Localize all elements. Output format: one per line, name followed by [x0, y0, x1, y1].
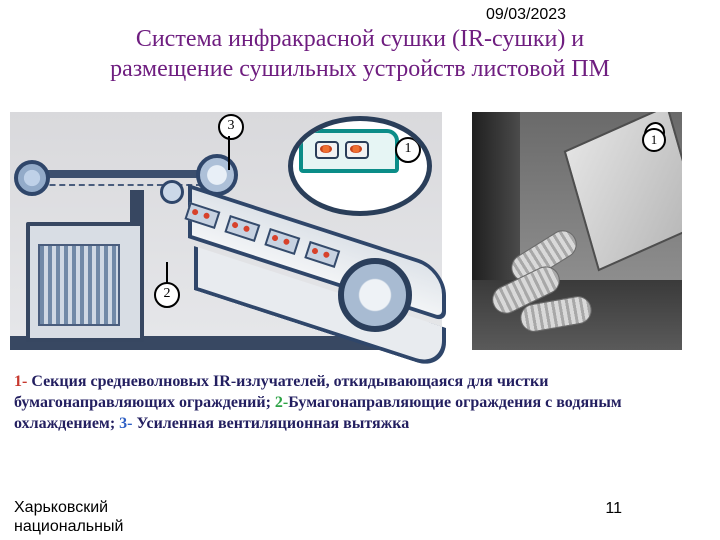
- label-3: 3: [218, 114, 244, 140]
- page-number: 11: [605, 500, 622, 518]
- footer-line-2: национальный: [14, 518, 123, 535]
- figure-caption: 1- Секция средневолновых IR-излучателей,…: [14, 372, 706, 434]
- callout-label-1: 1: [395, 137, 421, 163]
- footer-organization: Харьковский национальный: [14, 499, 214, 536]
- label-2: 2: [154, 282, 180, 308]
- caption-marker-3: 3-: [119, 415, 132, 432]
- leader-3: [228, 136, 230, 170]
- flex-ducts: [490, 242, 590, 332]
- diagram-left: 1 3 2: [10, 112, 442, 350]
- callout-bubble: 1: [288, 116, 432, 216]
- title-line-1: Система инфракрасной сушки (IR-сушки) и: [136, 26, 584, 52]
- roller-left: [14, 160, 50, 196]
- figure-row: 1 3 2 1: [10, 112, 710, 354]
- slide-title: Система инфракрасной сушки (IR-сушки) и …: [0, 24, 720, 84]
- ir-lamp-icon: [315, 141, 339, 159]
- slide-date: 09/03/2023: [486, 6, 566, 24]
- delivery-roller: [338, 258, 412, 332]
- caption-marker-2: 2-: [275, 394, 288, 411]
- photo-label-1: 1: [642, 128, 666, 152]
- caption-marker-1: 1-: [14, 373, 27, 390]
- footer-line-1: Харьковский: [14, 499, 108, 516]
- caption-text-3: Усиленная вентиляционная вытяжка: [132, 415, 409, 432]
- title-line-2: размещение сушильных устройств листовой …: [110, 56, 610, 82]
- roller-small-1: [160, 180, 184, 204]
- leader-2: [166, 262, 168, 284]
- photo-right: 1: [472, 112, 682, 350]
- cabinet: [26, 222, 144, 342]
- ir-lamp-icon: [345, 141, 369, 159]
